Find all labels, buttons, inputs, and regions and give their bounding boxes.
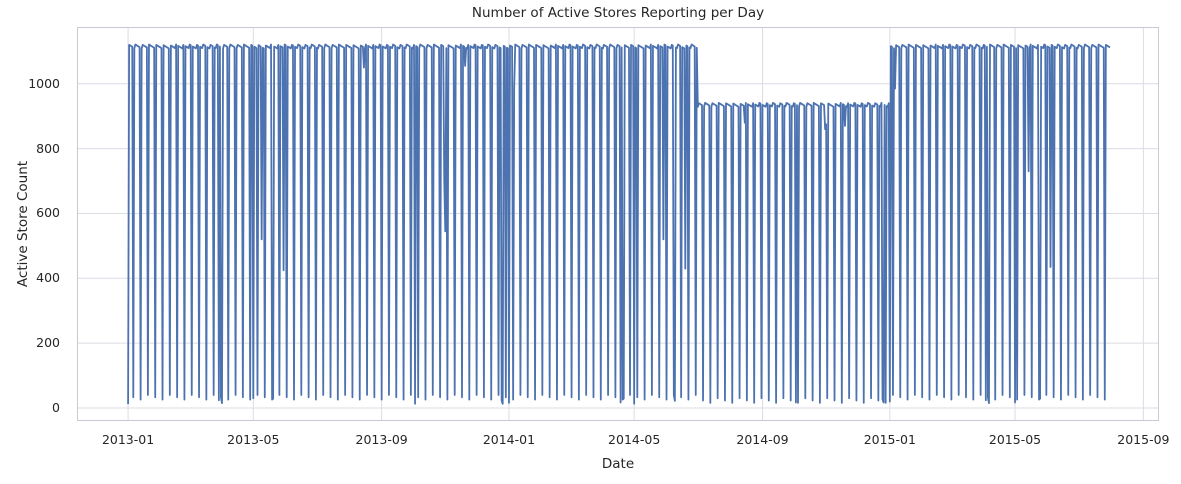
x-tick-label: 2014-09 xyxy=(736,432,789,447)
y-tick-label: 0 xyxy=(52,400,60,415)
y-tick-label: 1000 xyxy=(28,75,60,91)
x-tick-label: 2015-01 xyxy=(863,432,916,447)
x-tick-label: 2014-05 xyxy=(608,432,661,447)
line-chart-svg xyxy=(78,28,1158,420)
y-tick-label: 600 xyxy=(36,205,60,221)
y-tick-label: 800 xyxy=(36,140,60,156)
x-tick-label: 2013-09 xyxy=(355,432,408,447)
x-axis-label: Date xyxy=(601,456,635,472)
y-tick-label: 400 xyxy=(36,270,60,286)
x-tick-label: 2014-01 xyxy=(482,432,536,447)
plot-area xyxy=(77,27,1159,421)
x-tick-label: 2013-05 xyxy=(227,432,280,447)
y-tick-label: 200 xyxy=(36,335,60,351)
y-axis-label: Active Store Count xyxy=(15,160,31,288)
series-line xyxy=(127,43,1111,405)
x-tick-label: 2015-09 xyxy=(1117,432,1170,447)
x-tick-label: 2013-01 xyxy=(101,432,155,447)
chart-title: Number of Active Stores Reporting per Da… xyxy=(471,5,765,21)
x-tick-label: 2015-05 xyxy=(988,432,1042,447)
